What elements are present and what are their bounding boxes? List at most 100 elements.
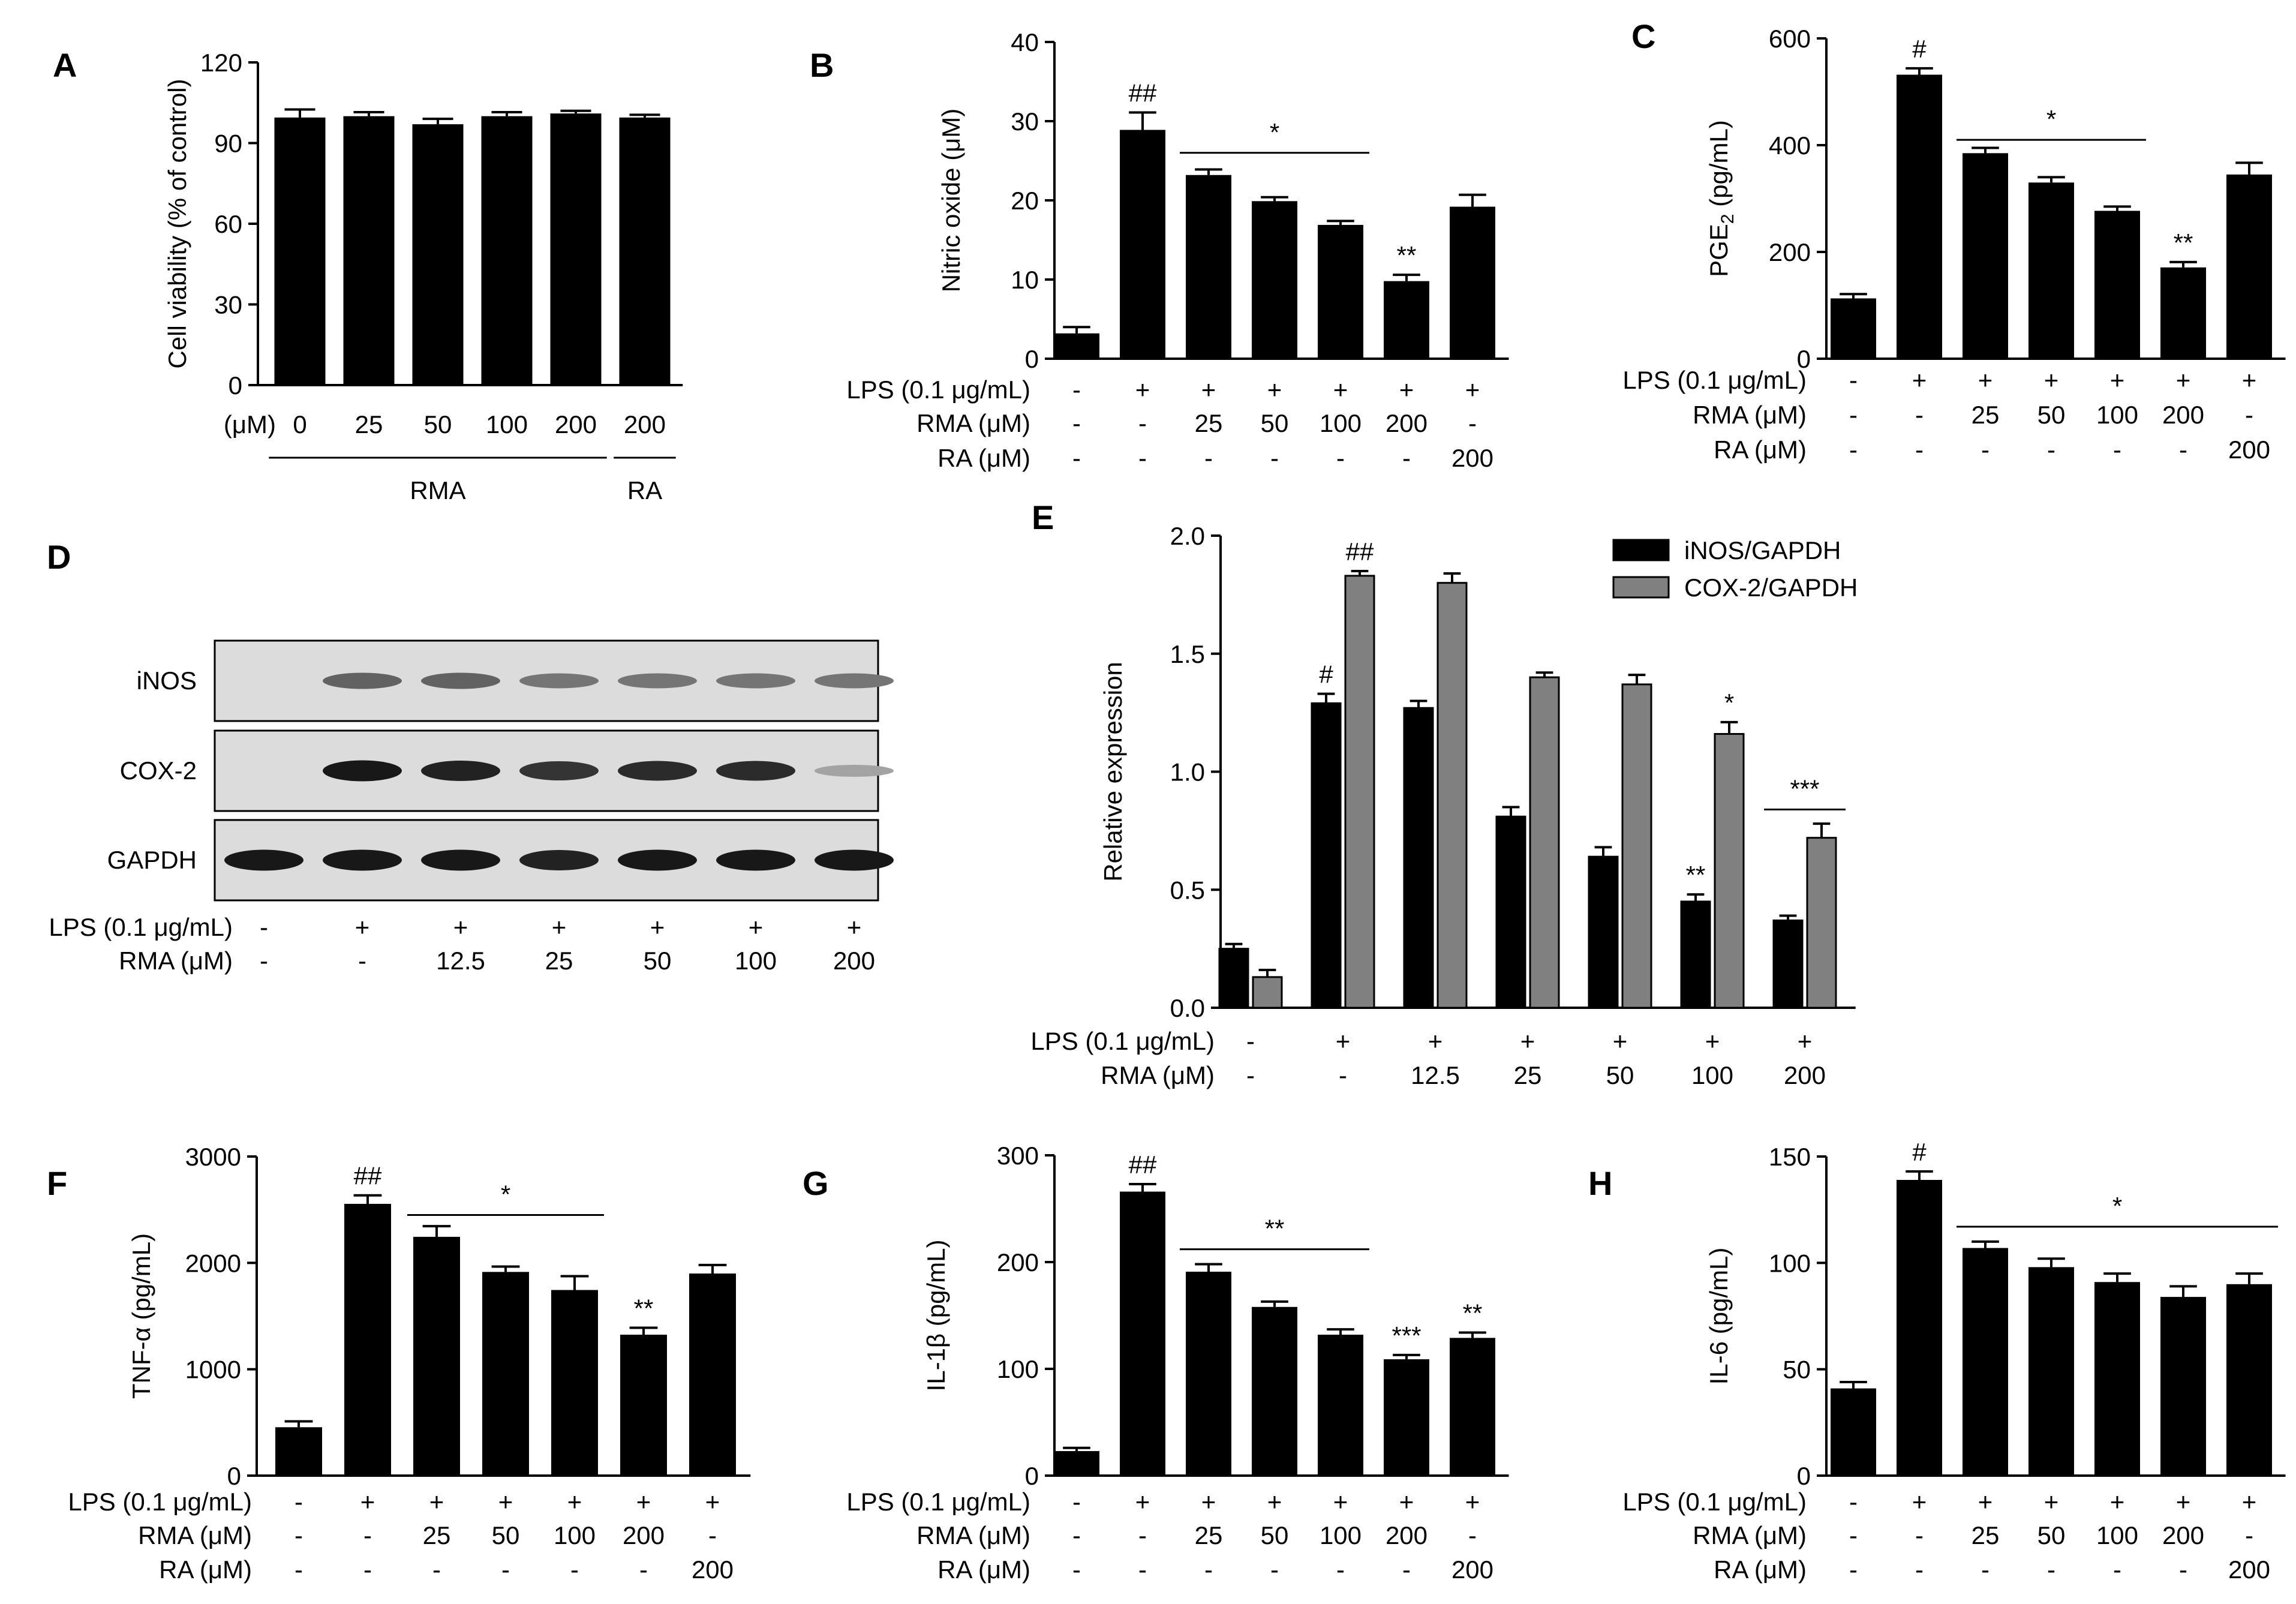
blot-band (224, 849, 303, 871)
treatment-cell: - (1246, 1027, 1255, 1055)
bar (1495, 815, 1526, 1009)
bar (2028, 1267, 2074, 1476)
panel-letter: F (47, 1164, 67, 1202)
significance-mark: # (1912, 35, 1927, 63)
treatment-cell: + (1333, 1488, 1348, 1516)
legend-swatch (1612, 576, 1670, 599)
treatment-cell: - (1468, 1521, 1477, 1549)
significance-mark: ** (1463, 1299, 1483, 1327)
bar (1311, 702, 1342, 1009)
treatment-cell: - (1402, 1555, 1411, 1584)
bar (619, 117, 671, 386)
treatment-cell: + (1428, 1027, 1443, 1055)
treatment-cell: - (2047, 435, 2055, 464)
bar (1897, 1180, 1942, 1476)
treatment-cell: 200 (623, 1521, 665, 1549)
treatment-cell: - (1072, 444, 1081, 472)
bar (551, 1290, 598, 1476)
bar (2160, 1297, 2206, 1476)
treatment-cell: 50 (424, 410, 452, 438)
blot-band (323, 672, 402, 689)
treatment-row-label: RMA (μM) (1101, 1061, 1215, 1089)
treatment-cell: 100 (2096, 1521, 2138, 1549)
treatment-cell: 100 (486, 410, 528, 438)
treatment-cell: - (1849, 1521, 1858, 1549)
y-tick-label: 2000 (185, 1249, 241, 1277)
treatment-cell: 100 (2096, 401, 2138, 429)
y-tick-label: 200 (997, 1248, 1039, 1276)
treatment-cell: - (1336, 1555, 1345, 1584)
treatment-cell: 12.5 (1411, 1061, 1460, 1089)
treatment-row-label: RA (μM) (159, 1555, 252, 1584)
bar (1963, 153, 2008, 359)
y-tick-label: 1000 (185, 1356, 241, 1384)
treatment-cell: - (1270, 444, 1279, 472)
y-axis-title: TNF-α (pg/mL) (127, 1233, 155, 1399)
treatment-row-label: RMA (μM) (916, 1521, 1030, 1549)
bar (1318, 224, 1363, 359)
treatment-cell: + (705, 1488, 720, 1516)
treatment-cell: + (429, 1488, 444, 1516)
treatment-row-label: RMA (μM) (138, 1521, 252, 1549)
significance-mark: * (2112, 1192, 2122, 1220)
treatment-cell: 25 (545, 947, 573, 975)
bar (275, 1427, 322, 1476)
y-tick-label: 0 (1797, 1462, 1811, 1490)
treatment-cell: - (1072, 376, 1081, 404)
bar (1054, 333, 1099, 359)
treatment-cell: + (1399, 1488, 1414, 1516)
treatment-row-label: LPS (0.1 μg/mL) (1622, 366, 1807, 394)
treatment-cell: 100 (1320, 409, 1362, 437)
treatment-cell: - (260, 947, 268, 975)
treatment-row-label: RA (μM) (937, 444, 1030, 472)
treatment-cell: - (1204, 444, 1213, 472)
treatment-cell: + (1333, 376, 1348, 404)
y-tick-label: 120 (200, 49, 242, 77)
significance-mark: ## (354, 1162, 382, 1190)
treatment-row-label: (μM) (224, 410, 276, 438)
y-tick-label: 600 (1769, 25, 1811, 53)
chart-panel-h: H 0 50 100 150 IL-6 (pg/mL) # * LPS (0.1 μg/mL) -… (1588, 1138, 2286, 1584)
treatment-cell: 200 (1451, 1555, 1493, 1584)
bar (1384, 1359, 1429, 1476)
treatment-cell: - (2047, 1555, 2055, 1584)
bar (1436, 582, 1468, 1009)
treatment-cell: + (2110, 366, 2125, 394)
y-tick-label: 1.5 (1170, 640, 1205, 668)
significance-mark: ## (1129, 1151, 1157, 1179)
treatment-cell: 12.5 (436, 947, 485, 975)
y-tick-label: 0 (227, 1462, 241, 1490)
treatment-row-label: RMA (μM) (1693, 401, 1807, 429)
bar (2094, 211, 2140, 359)
y-tick-label: 40 (1011, 28, 1039, 56)
y-tick-label: 60 (214, 210, 242, 238)
treatment-cell: - (501, 1555, 510, 1584)
bar (1186, 175, 1231, 359)
blot-band (519, 761, 599, 780)
legend-swatch (1612, 539, 1670, 561)
treatment-cell: - (432, 1555, 441, 1584)
y-tick-label: 400 (1769, 131, 1811, 160)
significance-mark: ** (634, 1294, 654, 1323)
treatment-cell: - (260, 913, 268, 941)
bar (1252, 201, 1297, 359)
panel-letter: G (803, 1164, 829, 1202)
treatment-row-label: LPS (0.1 μg/mL) (846, 376, 1030, 404)
treatment-cell: - (2179, 1555, 2187, 1584)
significance-mark: # (1319, 660, 1333, 689)
bar (689, 1273, 736, 1476)
treatment-cell: 100 (735, 947, 777, 975)
treatment-cell: + (847, 913, 862, 941)
treatment-cell: 200 (1386, 409, 1428, 437)
bar (412, 124, 464, 385)
y-tick-label: 30 (214, 291, 242, 319)
treatment-cell: - (1138, 1555, 1147, 1584)
y-tick-label: 30 (1011, 107, 1039, 136)
treatment-cell: 200 (1386, 1521, 1428, 1549)
treatment-cell: 50 (1261, 409, 1289, 437)
blot-band (618, 849, 697, 871)
treatment-cell: - (294, 1555, 303, 1584)
bar (1529, 676, 1560, 1009)
blot-band (815, 765, 894, 777)
bar (1680, 900, 1711, 1009)
